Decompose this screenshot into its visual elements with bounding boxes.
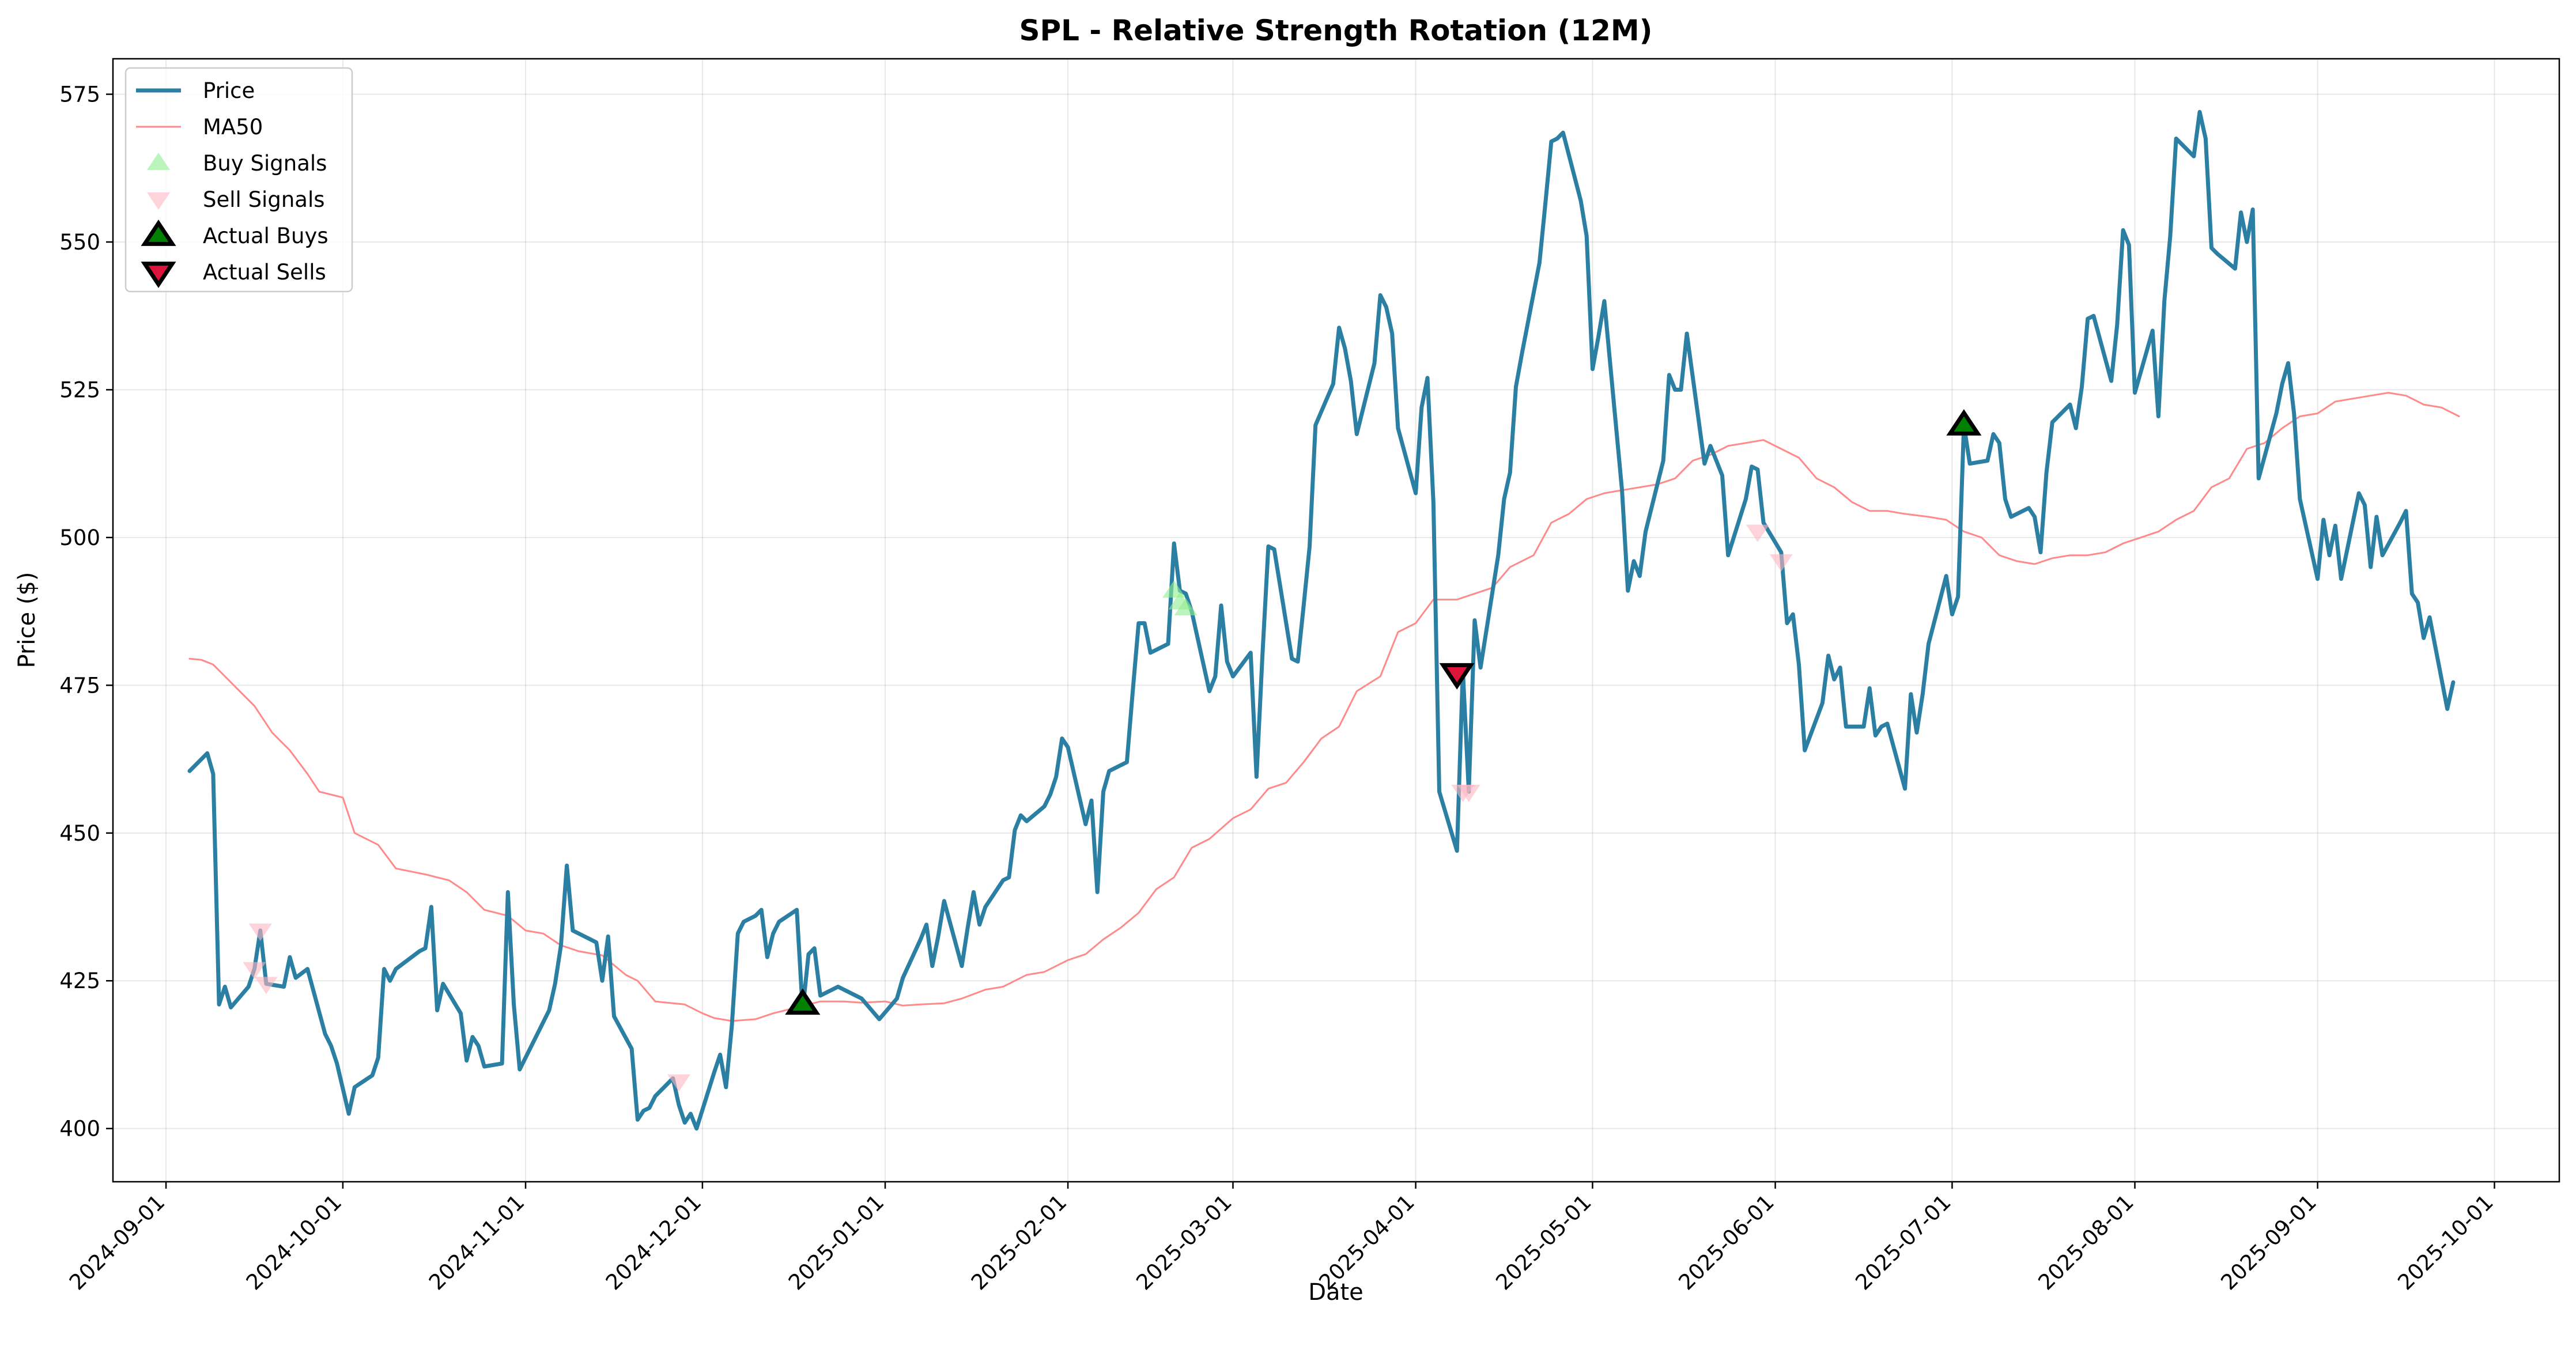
legend-actual-buys-swatch	[141, 220, 176, 246]
price-layer	[187, 109, 2456, 1131]
legend: Price MA50 Buy Signals Sell Signals Actual B…	[124, 67, 353, 293]
plot-frame	[112, 58, 2560, 1183]
sell-signal-marker	[254, 977, 278, 994]
legend-price-label: Price	[203, 78, 255, 103]
y-tick-label: 550	[59, 230, 100, 255]
legend-actual-buys-item: Actual Buys	[141, 220, 328, 248]
legend-actual-sells-label: Actual Sells	[203, 260, 326, 285]
ma50-line	[188, 392, 2460, 1022]
y-tick-label: 450	[59, 821, 100, 846]
legend-ma50-label: MA50	[203, 115, 263, 139]
y-tick-label: 525	[59, 377, 100, 402]
y-axis-label: Price ($)	[14, 572, 40, 668]
grid-layer	[113, 59, 2559, 1182]
sell-signal-marker	[1746, 524, 1769, 542]
legend-box	[124, 67, 353, 293]
y-tick-label: 575	[59, 82, 100, 107]
legend-buy-signals-swatch	[147, 153, 170, 170]
legend-actual-sells-item: Actual Sells	[141, 260, 326, 288]
y-tick-label: 475	[59, 673, 100, 698]
legend-actual-buys-label: Actual Buys	[203, 224, 328, 248]
legend-sell-signals-item: Sell Signals	[147, 187, 325, 212]
actual-buy-marker	[785, 988, 821, 1015]
price-line	[187, 109, 2456, 1131]
sell-signal-marker	[667, 1074, 690, 1092]
sell-signal-marker	[243, 962, 266, 980]
buy-signal-marker	[1174, 597, 1198, 615]
legend-ma50-item: MA50	[136, 115, 263, 139]
legend-buy-signals-item: Buy Signals	[147, 151, 327, 176]
chart-title: SPL - Relative Strength Rotation (12M)	[1019, 14, 1652, 47]
y-tick-label: 425	[59, 969, 100, 993]
x-axis-label: Date	[1308, 1279, 1363, 1306]
legend-actual-sells-swatch	[141, 262, 176, 288]
sell-signal-marker	[1457, 784, 1480, 802]
signal-marker-layer	[243, 409, 1982, 1092]
y-tick-label: 500	[59, 525, 100, 550]
legend-buy-signals-label: Buy Signals	[203, 151, 327, 176]
sell-signal-marker	[1769, 554, 1793, 572]
legend-price-item: Price	[136, 78, 255, 103]
legend-sell-signals-swatch	[147, 192, 170, 210]
sell-signal-marker	[248, 924, 272, 941]
actual-sell-marker	[1439, 663, 1475, 690]
actual-buy-marker	[1946, 409, 1982, 436]
legend-sell-signals-label: Sell Signals	[203, 187, 325, 212]
ma50-layer	[188, 392, 2460, 1022]
y-tick-label: 400	[59, 1117, 100, 1141]
